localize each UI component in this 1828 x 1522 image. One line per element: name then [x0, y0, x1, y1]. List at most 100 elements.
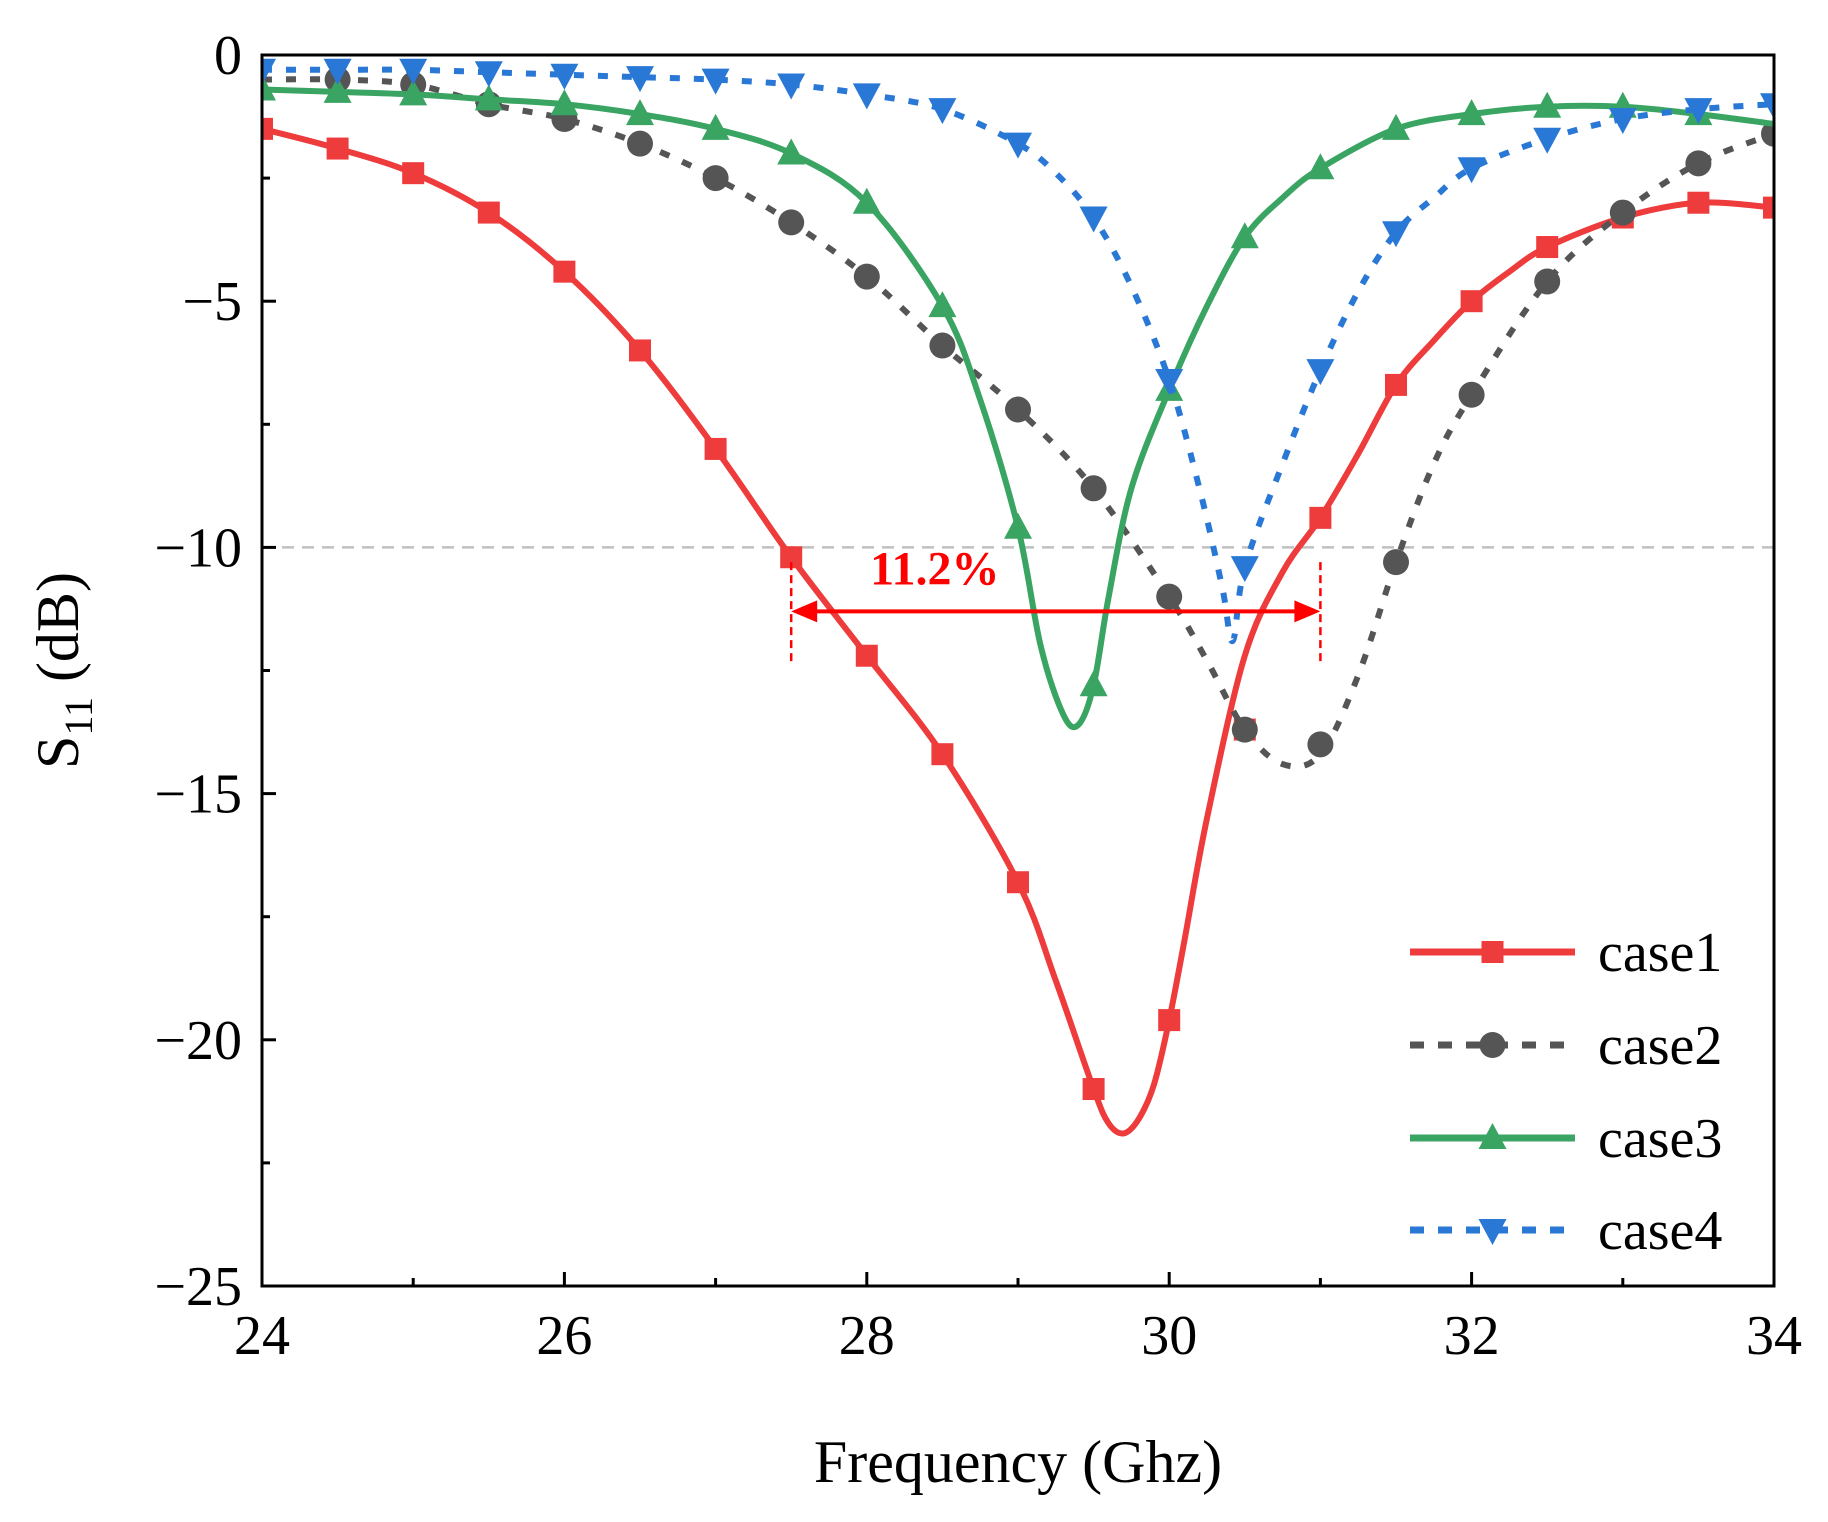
marker-case3-5 [626, 99, 654, 126]
marker-case1-12 [1158, 1009, 1181, 1032]
y-tick-label: −20 [154, 1010, 242, 1072]
marker-case3-6 [701, 113, 730, 140]
y-tick-label: −15 [154, 764, 242, 826]
series-case3 [262, 74, 1774, 731]
marker-case2-19 [1761, 120, 1774, 147]
marker-case1-6 [704, 437, 727, 460]
series-case2 [262, 66, 1774, 770]
y-tick-label: −10 [154, 517, 242, 579]
marker-case4-13 [1230, 556, 1259, 583]
x-axis-title: Frequency (Ghz) [814, 1429, 1222, 1495]
y-axis-title-unit: (dB) [25, 572, 91, 697]
marker-case4-12 [1155, 368, 1184, 395]
legend-item-case3: case3 [1410, 1108, 1722, 1170]
marker-case4-20 [1760, 93, 1774, 120]
x-tick-label: 30 [1141, 1305, 1197, 1367]
marker-case3-7 [777, 138, 806, 165]
marker-case4-7 [777, 73, 806, 100]
legend-item-case4: case4 [1410, 1200, 1722, 1262]
bandwidth-label: 11.2% [870, 542, 999, 595]
marker-case1-3 [477, 201, 500, 224]
annotation-arrowhead-left [791, 600, 818, 623]
marker-case4-16 [1457, 157, 1486, 184]
marker-case4-4 [550, 63, 579, 90]
marker-case1-8 [855, 644, 878, 667]
marker-case3-13 [1230, 222, 1259, 249]
marker-case4-5 [626, 66, 654, 93]
marker-case2-16 [1534, 268, 1561, 295]
legend-marker-case2 [1479, 1032, 1506, 1058]
marker-case1-2 [402, 162, 425, 185]
marker-case2-18 [1685, 150, 1712, 177]
y-axis-title-subscript: 11 [56, 697, 101, 736]
marker-case3-15 [1382, 113, 1410, 140]
marker-case1-1 [326, 137, 349, 160]
y-tick-label: 0 [214, 25, 242, 87]
marker-case4-15 [1382, 221, 1410, 248]
marker-case1-20 [1763, 196, 1774, 219]
marker-case1-16 [1460, 290, 1483, 313]
plot-area [262, 58, 1774, 1137]
marker-case4-17 [1533, 127, 1562, 154]
y-tick-label: −5 [182, 271, 242, 333]
marker-case3-10 [1004, 512, 1032, 539]
series-line-case4 [262, 66, 1774, 645]
marker-case4-2 [399, 58, 428, 85]
x-tick-label: 28 [839, 1305, 895, 1367]
marker-case4-10 [1004, 132, 1032, 159]
marker-case2-4 [627, 130, 653, 157]
marker-case4-11 [1079, 206, 1108, 233]
marker-case2-17 [1609, 199, 1636, 226]
marker-case1-15 [1385, 373, 1407, 396]
marker-case3-16 [1457, 99, 1486, 126]
legend-item-case2: case2 [1410, 1015, 1722, 1077]
axis-ticks: 24 26 28 30 32 34 0 −5 −10 −15 −20 −25 [154, 25, 1802, 1367]
x-tick-label: 34 [1746, 1305, 1802, 1367]
legend-marker-case3 [1478, 1123, 1507, 1149]
marker-case3-1 [323, 76, 352, 103]
marker-case2-12 [1231, 716, 1258, 743]
marker-case1-11 [1082, 1078, 1105, 1101]
marker-case4-0 [262, 58, 276, 85]
y-tick-label: −25 [154, 1256, 242, 1318]
x-tick-label: 24 [234, 1305, 290, 1367]
marker-case1-7 [780, 546, 803, 569]
series-case4 [262, 58, 1774, 645]
marker-case4-1 [323, 58, 352, 85]
bandwidth-annotation: 11.2% [789, 542, 1322, 666]
legend-marker-case4 [1478, 1219, 1507, 1245]
marker-case2-7 [853, 263, 880, 290]
marker-case2-13 [1307, 731, 1334, 758]
marker-case3-2 [399, 79, 428, 106]
marker-case2-14 [1383, 549, 1409, 576]
legend-label-case4: case4 [1598, 1200, 1722, 1262]
legend-label-case2: case2 [1598, 1015, 1722, 1077]
legend: case1 case2 case3 case4 [1410, 922, 1722, 1262]
marker-case4-6 [701, 68, 730, 95]
y-axis-title: S11 (dB) [25, 572, 101, 769]
marker-case4-9 [928, 98, 957, 125]
legend-marker-case1 [1481, 941, 1504, 963]
marker-case4-18 [1608, 108, 1637, 135]
marker-case3-11 [1079, 670, 1108, 697]
marker-case1-19 [1687, 191, 1710, 214]
marker-case3-8 [852, 187, 881, 214]
marker-case2-8 [929, 332, 956, 359]
marker-case2-10 [1080, 475, 1107, 502]
marker-case2-9 [1005, 396, 1031, 423]
annotation-arrowhead-right [1294, 600, 1321, 623]
marker-case2-5 [702, 165, 729, 192]
marker-case1-14 [1309, 506, 1332, 529]
series-line-case2 [262, 76, 1774, 770]
marker-case1-0 [262, 117, 273, 140]
marker-case2-15 [1458, 381, 1485, 408]
marker-case3-17 [1533, 91, 1562, 118]
marker-case4-19 [1684, 98, 1713, 125]
legend-label-case3: case3 [1598, 1108, 1722, 1170]
y-axis-title-main: S [25, 736, 91, 769]
x-tick-label: 26 [536, 1305, 592, 1367]
marker-case1-17 [1536, 236, 1559, 259]
marker-case3-9 [928, 291, 957, 318]
marker-case4-3 [474, 61, 503, 88]
